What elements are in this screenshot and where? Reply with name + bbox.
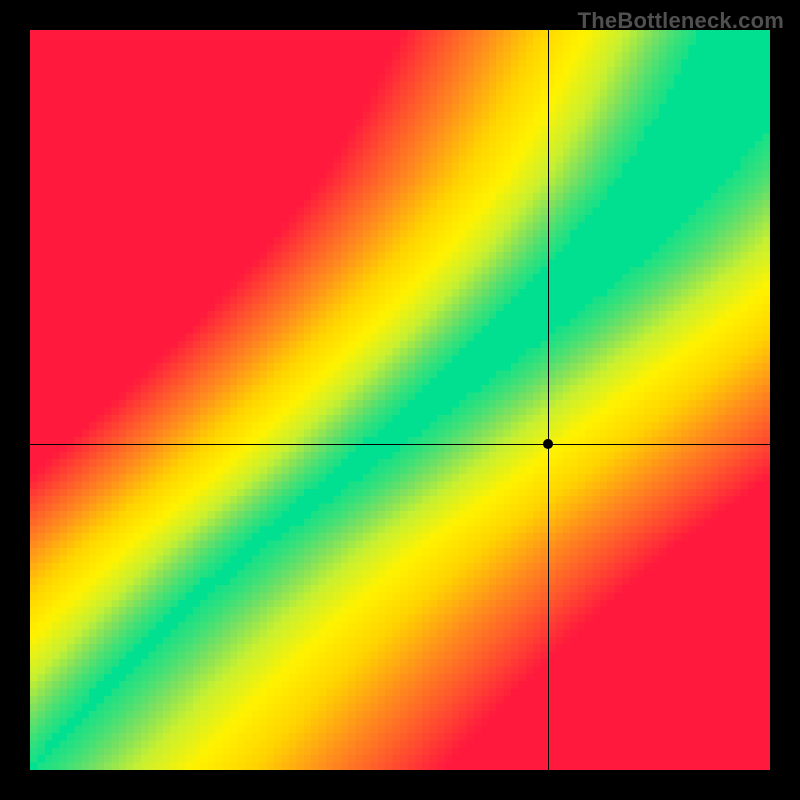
chart-container: { "watermark": { "text": "TheBottleneck.… — [0, 0, 800, 800]
crosshair-vertical — [548, 30, 549, 770]
watermark-text: TheBottleneck.com — [578, 8, 784, 34]
crosshair-horizontal — [30, 444, 770, 445]
selected-point-marker — [542, 438, 554, 450]
bottleneck-heatmap — [30, 30, 770, 770]
